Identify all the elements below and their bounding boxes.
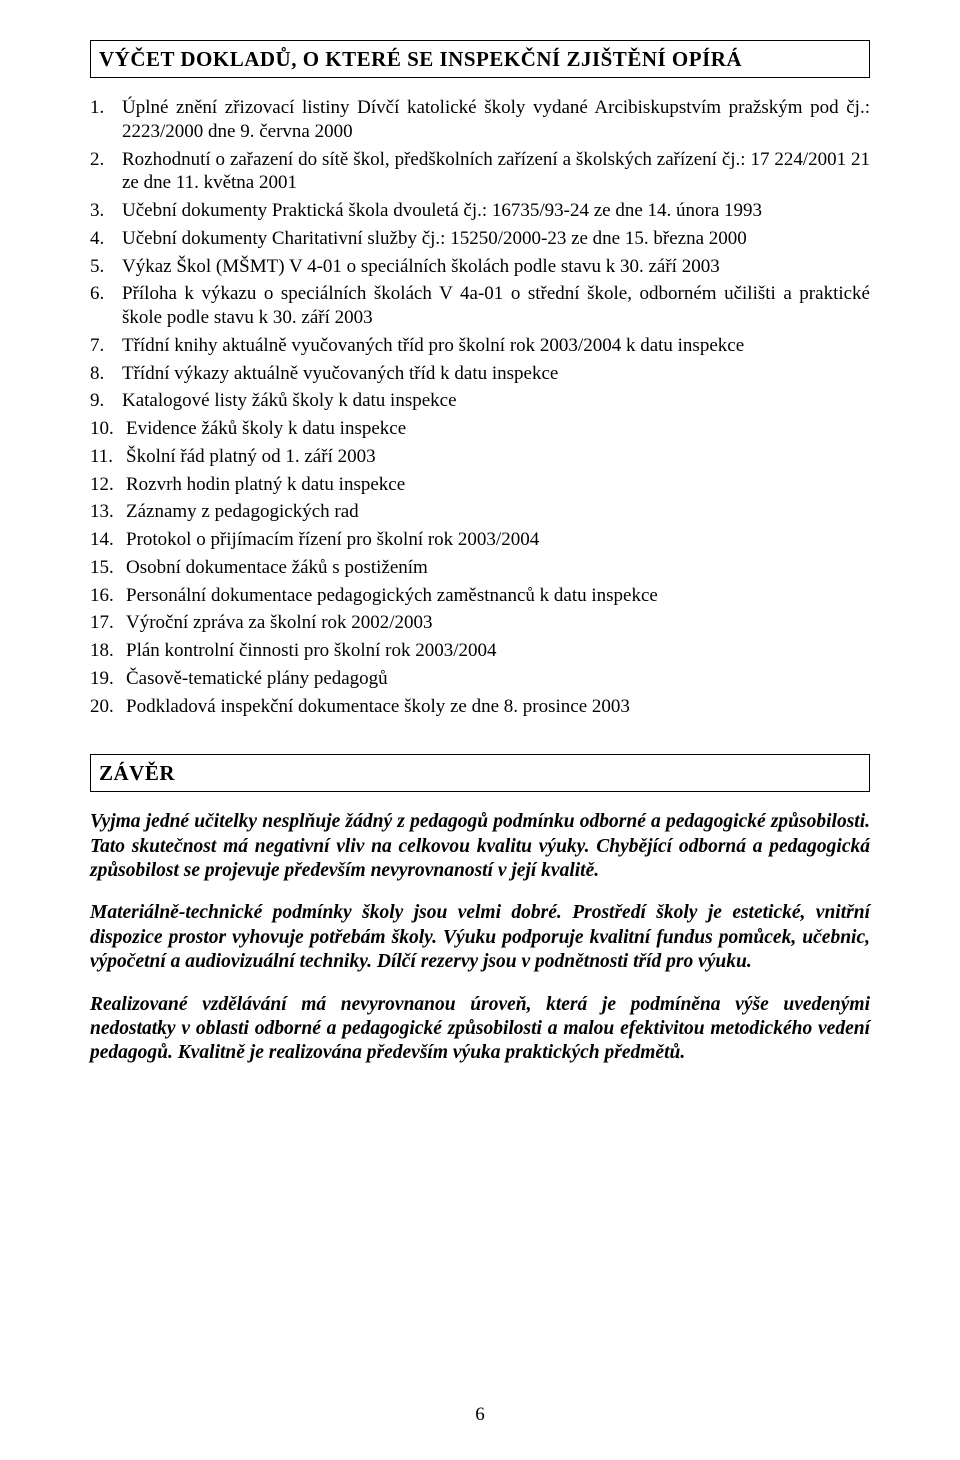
list-item-number: 20. xyxy=(90,695,126,719)
list-item: 2.Rozhodnutí o zařazení do sítě škol, př… xyxy=(90,148,870,196)
list-item-number: 19. xyxy=(90,667,126,691)
list-item-text: Evidence žáků školy k datu inspekce xyxy=(126,417,870,441)
list-item: 10.Evidence žáků školy k datu inspekce xyxy=(90,417,870,441)
list-item-text: Příloha k výkazu o speciálních školách V… xyxy=(122,282,870,330)
list-item-number: 18. xyxy=(90,639,126,663)
list-item-text: Třídní výkazy aktuálně vyučovaných tříd … xyxy=(122,362,870,386)
list-item-number: 9. xyxy=(90,389,122,413)
list-item: 4.Učební dokumenty Charitativní služby č… xyxy=(90,227,870,251)
page-number: 6 xyxy=(0,1404,960,1426)
list-item: 11.Školní řád platný od 1. září 2003 xyxy=(90,445,870,469)
list-item: 9.Katalogové listy žáků školy k datu ins… xyxy=(90,389,870,413)
list-item-text: Úplné znění zřizovací listiny Dívčí kato… xyxy=(122,96,870,144)
section1-title: VÝČET DOKLADŮ, O KTERÉ SE INSPEKČNÍ ZJIŠ… xyxy=(99,47,861,72)
list-item: 5.Výkaz Škol (MŠMT) V 4-01 o speciálních… xyxy=(90,255,870,279)
list-item-text: Rozvrh hodin platný k datu inspekce xyxy=(126,473,870,497)
list-item-number: 13. xyxy=(90,500,126,524)
list-item-number: 12. xyxy=(90,473,126,497)
conclusion-para-1: Vyjma jedné učitelky nesplňuje žádný z p… xyxy=(90,810,870,883)
list-item-number: 14. xyxy=(90,528,126,552)
list-item: 16.Personální dokumentace pedagogických … xyxy=(90,584,870,608)
list-item-number: 16. xyxy=(90,584,126,608)
list-item: 15.Osobní dokumentace žáků s postižením xyxy=(90,556,870,580)
list-item: 20.Podkladová inspekční dokumentace škol… xyxy=(90,695,870,719)
list-item: 13.Záznamy z pedagogických rad xyxy=(90,500,870,524)
list-item: 17.Výroční zpráva za školní rok 2002/200… xyxy=(90,611,870,635)
list-item: 3.Učební dokumenty Praktická škola dvoul… xyxy=(90,199,870,223)
list-item: 1.Úplné znění zřizovací listiny Dívčí ka… xyxy=(90,96,870,144)
list-item-number: 7. xyxy=(90,334,122,358)
list-item-number: 1. xyxy=(90,96,122,144)
list-item-number: 17. xyxy=(90,611,126,635)
section2-title-box: ZÁVĚR xyxy=(90,754,870,792)
list-item-number: 3. xyxy=(90,199,122,223)
page: VÝČET DOKLADŮ, O KTERÉ SE INSPEKČNÍ ZJIŠ… xyxy=(0,0,960,1460)
list-item-text: Výkaz Škol (MŠMT) V 4-01 o speciálních š… xyxy=(122,255,870,279)
list-item-text: Osobní dokumentace žáků s postižením xyxy=(126,556,870,580)
list-item-number: 6. xyxy=(90,282,122,330)
list-item-number: 2. xyxy=(90,148,122,196)
list-item-number: 15. xyxy=(90,556,126,580)
list-item-number: 8. xyxy=(90,362,122,386)
documents-list: 1.Úplné znění zřizovací listiny Dívčí ka… xyxy=(90,96,870,718)
conclusion-paragraphs: Vyjma jedné učitelky nesplňuje žádný z p… xyxy=(90,810,870,1065)
list-item-text: Třídní knihy aktuálně vyučovaných tříd p… xyxy=(122,334,870,358)
section1-title-box: VÝČET DOKLADŮ, O KTERÉ SE INSPEKČNÍ ZJIŠ… xyxy=(90,40,870,78)
list-item-text: Záznamy z pedagogických rad xyxy=(126,500,870,524)
list-item: 12.Rozvrh hodin platný k datu inspekce xyxy=(90,473,870,497)
conclusion-para-3: Realizované vzdělávání má nevyrovnanou ú… xyxy=(90,993,870,1066)
list-item-text: Výroční zpráva za školní rok 2002/2003 xyxy=(126,611,870,635)
list-item: 6.Příloha k výkazu o speciálních školách… xyxy=(90,282,870,330)
list-item-text: Podkladová inspekční dokumentace školy z… xyxy=(126,695,870,719)
list-item-text: Plán kontrolní činnosti pro školní rok 2… xyxy=(126,639,870,663)
list-item-number: 10. xyxy=(90,417,126,441)
list-item-number: 5. xyxy=(90,255,122,279)
list-item-number: 4. xyxy=(90,227,122,251)
list-item-text: Katalogové listy žáků školy k datu inspe… xyxy=(122,389,870,413)
list-item-text: Časově-tematické plány pedagogů xyxy=(126,667,870,691)
list-item: 19.Časově-tematické plány pedagogů xyxy=(90,667,870,691)
list-item: 18.Plán kontrolní činnosti pro školní ro… xyxy=(90,639,870,663)
list-item: 8.Třídní výkazy aktuálně vyučovaných tří… xyxy=(90,362,870,386)
section2-title: ZÁVĚR xyxy=(99,761,861,786)
list-item: 7.Třídní knihy aktuálně vyučovaných tříd… xyxy=(90,334,870,358)
list-item-text: Protokol o přijímacím řízení pro školní … xyxy=(126,528,870,552)
list-item-number: 11. xyxy=(90,445,126,469)
list-item-text: Učební dokumenty Charitativní služby čj.… xyxy=(122,227,870,251)
list-item-text: Školní řád platný od 1. září 2003 xyxy=(126,445,870,469)
list-item-text: Personální dokumentace pedagogických zam… xyxy=(126,584,870,608)
list-item: 14.Protokol o přijímacím řízení pro škol… xyxy=(90,528,870,552)
conclusion-para-2: Materiálně-technické podmínky školy jsou… xyxy=(90,901,870,974)
list-item-text: Učební dokumenty Praktická škola dvoulet… xyxy=(122,199,870,223)
list-item-text: Rozhodnutí o zařazení do sítě škol, před… xyxy=(122,148,870,196)
